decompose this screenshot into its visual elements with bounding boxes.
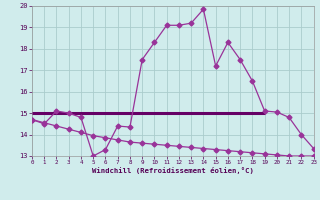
X-axis label: Windchill (Refroidissement éolien,°C): Windchill (Refroidissement éolien,°C) [92, 167, 254, 174]
